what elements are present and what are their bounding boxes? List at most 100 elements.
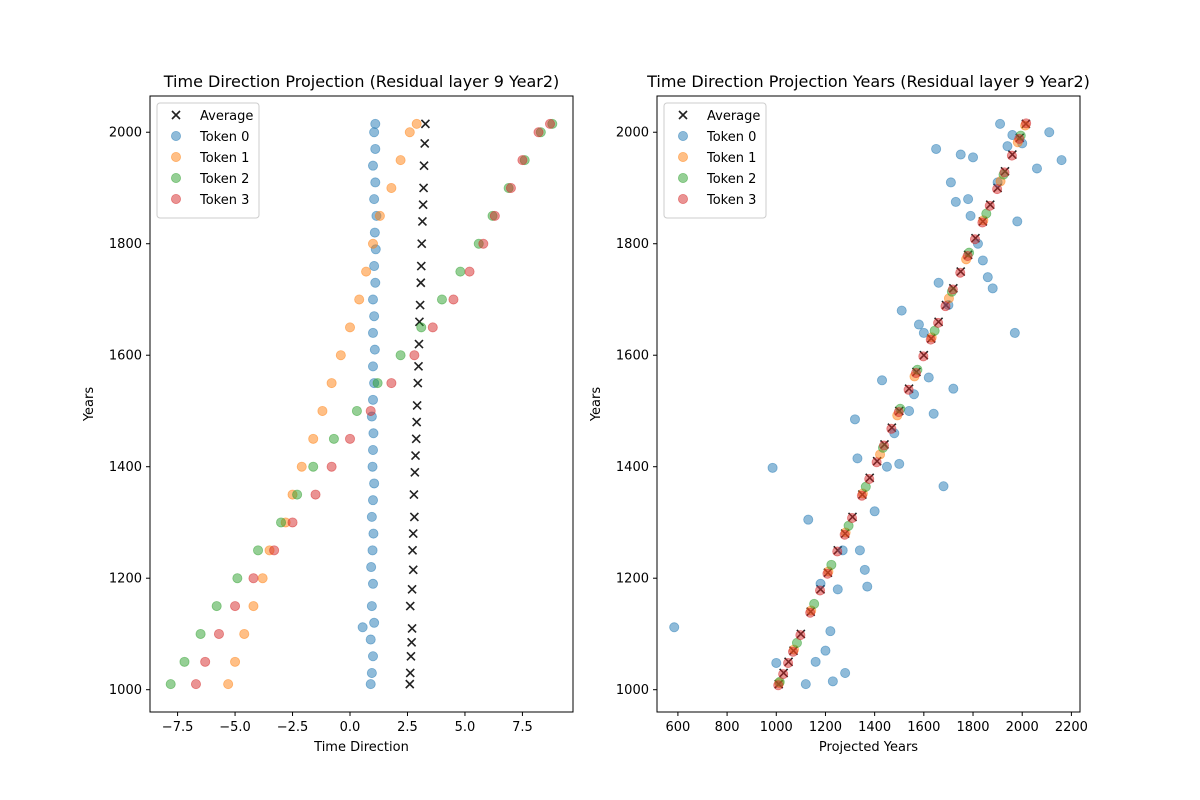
right-chart-marks: [669, 118, 1067, 691]
data-point: [803, 514, 814, 525]
average-x-marker: [418, 200, 428, 210]
x-tick-label: 1800: [956, 720, 989, 735]
legend-marker: [170, 151, 181, 162]
data-point: [230, 601, 241, 612]
data-point: [965, 210, 976, 221]
average-x-marker: [410, 451, 421, 461]
x-tick-label: 600: [665, 720, 690, 735]
data-point: [805, 607, 816, 618]
y-tick-label: 1800: [109, 237, 142, 252]
data-point: [369, 127, 380, 138]
data-point: [1031, 163, 1042, 174]
data-point: [893, 407, 904, 418]
data-point: [787, 646, 798, 657]
data-point: [367, 294, 378, 305]
data-point: [852, 453, 863, 464]
data-point: [310, 489, 321, 500]
data-point: [1002, 141, 1013, 152]
average-x-marker: [417, 216, 427, 226]
data-point: [928, 408, 939, 419]
average-x-marker: [408, 565, 418, 575]
x-tick-label: 5.0: [455, 720, 476, 735]
x-tick-label: 2200: [1055, 720, 1088, 735]
right-chart-panel: Time Direction Projection Years (Residua…: [589, 72, 1090, 755]
average-x-marker: [416, 278, 426, 288]
data-point: [778, 669, 789, 680]
data-point: [366, 667, 377, 678]
data-point: [308, 461, 319, 472]
y-tick-label: 1600: [109, 349, 142, 364]
data-point: [345, 433, 356, 444]
data-point: [931, 143, 942, 154]
average-x-marker: [409, 512, 419, 522]
data-point: [809, 598, 820, 609]
legend-marker: [170, 130, 181, 141]
data-point: [367, 394, 378, 405]
left-legend: Average Token 0 Token 1 Token 2 Token 3: [156, 102, 260, 219]
data-point: [489, 210, 500, 221]
y-tick-label: 1200: [109, 572, 142, 587]
average-x-marker: [417, 239, 427, 249]
y-tick-label: 1000: [616, 683, 649, 698]
data-point: [370, 277, 381, 288]
data-point: [871, 457, 882, 468]
legend-marker: [678, 172, 689, 183]
data-point: [369, 261, 380, 272]
left-chart-xlabel: Time Direction: [313, 740, 409, 755]
data-point: [367, 361, 378, 372]
x-tick-label: −7.5: [162, 720, 194, 735]
average-x-marker: [412, 417, 422, 427]
average-x-marker: [413, 378, 423, 388]
data-point: [370, 143, 381, 154]
data-point: [239, 628, 250, 639]
data-point: [1021, 118, 1032, 129]
data-point: [878, 440, 889, 451]
data-point: [276, 517, 287, 528]
data-point: [328, 433, 339, 444]
x-tick-label: 1000: [760, 720, 793, 735]
data-point: [969, 234, 980, 245]
data-point: [982, 272, 993, 283]
average-x-marker: [419, 161, 429, 171]
data-point: [369, 194, 380, 205]
average-x-marker: [413, 361, 424, 371]
data-point: [825, 626, 836, 637]
data-point: [962, 250, 973, 261]
data-point: [963, 194, 974, 205]
right-chart-ylabel: Years: [589, 387, 604, 423]
data-point: [395, 350, 406, 361]
data-point: [826, 559, 837, 570]
left-chart-panel: Time Direction Projection (Residual laye…: [82, 72, 574, 755]
data-point: [287, 517, 298, 528]
x-tick-label: 800: [715, 720, 740, 735]
data-point: [409, 350, 420, 361]
data-point: [370, 177, 381, 188]
data-point: [864, 473, 875, 484]
data-point: [881, 461, 892, 472]
data-point: [365, 634, 376, 645]
average-x-marker: [412, 400, 422, 410]
data-point: [361, 266, 372, 277]
data-point: [292, 489, 303, 500]
data-point: [1056, 155, 1067, 166]
data-point: [248, 573, 259, 584]
data-point: [933, 277, 944, 288]
data-point: [367, 327, 378, 338]
data-point: [896, 305, 907, 316]
left-axes-frame: [149, 95, 574, 713]
y-tick-label: 1000: [109, 683, 142, 698]
data-point: [767, 462, 778, 473]
data-point: [913, 319, 924, 330]
legend-marker: [171, 110, 181, 120]
right-series-token-3: [773, 118, 1032, 691]
legend-marker: [678, 151, 689, 162]
data-point: [257, 573, 268, 584]
data-point: [822, 568, 833, 579]
data-point: [999, 167, 1010, 178]
data-point: [820, 645, 831, 656]
legend-marker: [678, 130, 689, 141]
data-point: [886, 423, 897, 434]
data-point: [211, 601, 222, 612]
data-point: [918, 351, 929, 362]
